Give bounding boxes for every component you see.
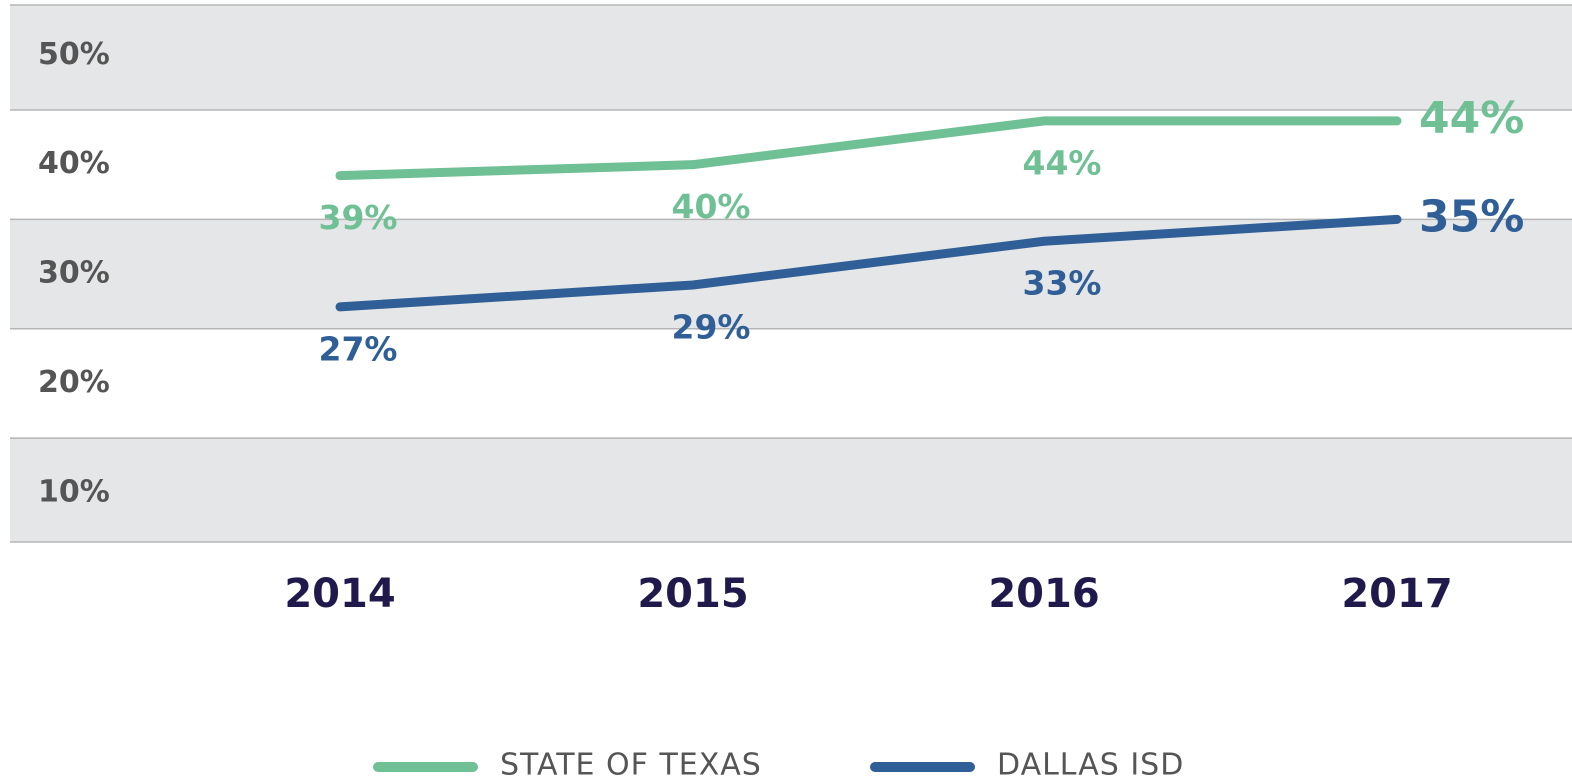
y-tick-label: 40% xyxy=(38,146,110,181)
grid-band xyxy=(10,5,1572,110)
legend-label: STATE OF TEXAS xyxy=(500,748,762,783)
x-tick-label: 2017 xyxy=(1341,571,1452,617)
data-label: 35% xyxy=(1419,191,1524,242)
data-label: 40% xyxy=(672,187,751,226)
x-tick-label: 2016 xyxy=(988,571,1099,617)
y-tick-label: 50% xyxy=(38,37,110,72)
data-label: 33% xyxy=(1023,264,1102,303)
grid-band xyxy=(10,438,1572,542)
series-line xyxy=(335,214,1402,312)
grid-layer xyxy=(10,4,1572,543)
x-tick-label: 2014 xyxy=(284,571,395,617)
data-label: 44% xyxy=(1419,93,1524,144)
data-label: 27% xyxy=(319,329,398,368)
legend-label: DALLAS ISD xyxy=(997,748,1184,783)
data-label: 39% xyxy=(319,198,398,237)
y-tick-label: 20% xyxy=(38,365,110,400)
y-tick-label: 10% xyxy=(38,474,110,509)
x-tick-label: 2015 xyxy=(637,571,748,617)
mark-layer xyxy=(335,116,1402,312)
data-label: 44% xyxy=(1023,143,1102,182)
band-layer xyxy=(10,5,1572,542)
grid-band xyxy=(10,109,1572,220)
y-tick-label: 30% xyxy=(38,256,110,291)
series-line xyxy=(335,116,1402,181)
grid-band xyxy=(10,328,1572,439)
label-layer: 10% 20% 30% 40% 50% 2014 2015 2016 2017 39% 40% 44%… xyxy=(38,37,1524,783)
data-label: 29% xyxy=(672,307,751,346)
